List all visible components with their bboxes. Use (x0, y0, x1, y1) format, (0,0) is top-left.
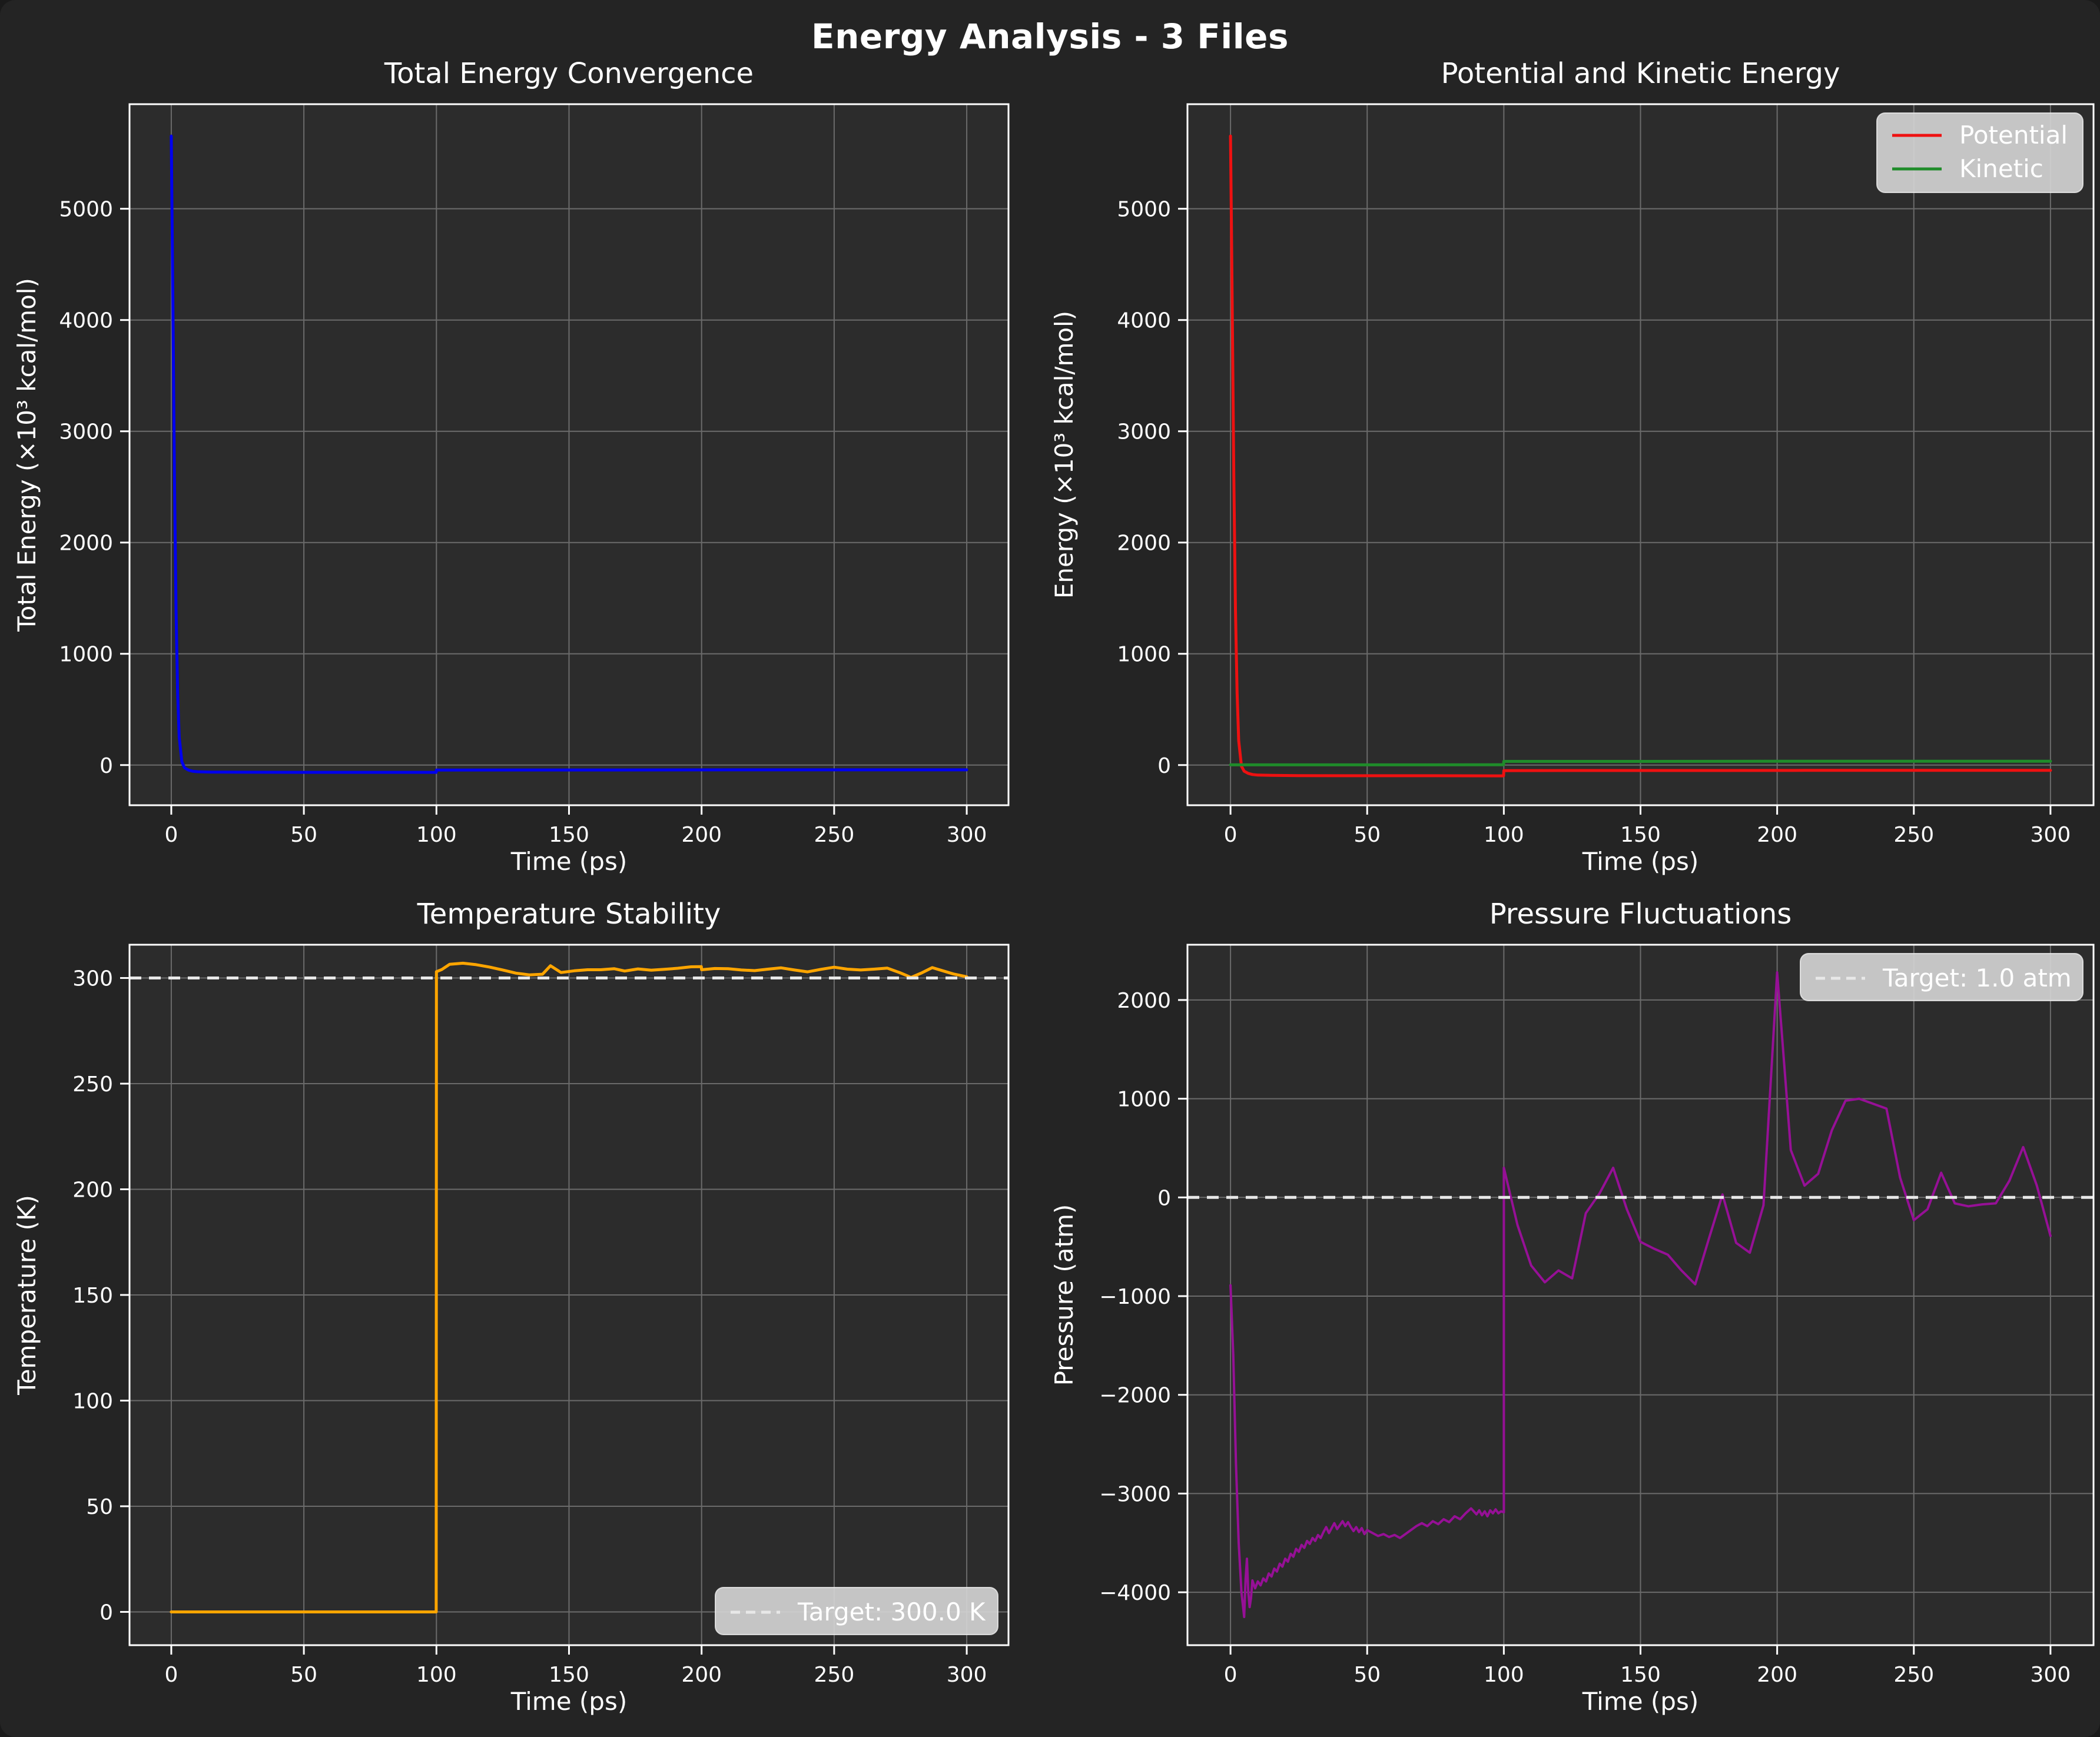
series-temperature (170, 961, 968, 1613)
y-tick-label: 4000 (1117, 309, 1171, 333)
gridlines (1187, 104, 2094, 805)
series-total (170, 134, 968, 774)
panel-total-energy-convergence: 0 50 100 150 200 250 300010002000300040005000T… (12, 57, 1010, 876)
y-axis-label: Energy (×10³ kcal/mol) (1050, 311, 1079, 599)
x-tick-label: 250 (814, 823, 855, 847)
x-tick-label: 250 (1893, 823, 1934, 847)
x-tick-label: 150 (549, 823, 589, 847)
gridlines (130, 104, 1008, 805)
x-tick-label: 200 (1757, 1663, 1797, 1687)
legend-label: Potential (1959, 121, 2068, 150)
y-tick-label: 2000 (1117, 532, 1171, 556)
x-tick-label: 250 (814, 1663, 855, 1687)
x-tick-label: 50 (1353, 1663, 1381, 1687)
series-potential (1229, 134, 2052, 778)
y-tick-label: 150 (72, 1284, 113, 1308)
y-tick-label: 1000 (1117, 643, 1171, 667)
y-tick-label: −2000 (1099, 1384, 1171, 1408)
x-tick-label: 0 (1224, 1663, 1238, 1687)
y-axis-label: Pressure (atm) (1050, 1204, 1079, 1386)
x-axis-label: Time (ps) (510, 1687, 627, 1716)
figure-title: Energy Analysis - 3 Files (811, 16, 1289, 57)
x-tick-label: 100 (416, 823, 457, 847)
x-tick-label: 50 (1353, 823, 1381, 847)
x-tick-label: 150 (549, 1663, 589, 1687)
x-tick-label: 300 (2031, 1663, 2071, 1687)
x-axis-label: Time (ps) (510, 847, 627, 876)
tick-marks (1178, 208, 2052, 815)
legend-label: Target: 1.0 atm (1882, 964, 2072, 992)
panel-potential-kinetic-energy: 0 50 100 150 200 250 300010002000300040005000P… (1050, 57, 2095, 876)
tick-marks (120, 208, 968, 815)
panel-pressure-fluctuations: 0 50 100 150 200 250 300 −4000 −3000 −2000 −1000 0 1… (1050, 898, 2095, 1716)
series-kinetic (1229, 759, 2052, 766)
x-tick-label: 300 (947, 1663, 987, 1687)
legend: Potential Kinetic (1876, 112, 2084, 193)
subplot-title: Pressure Fluctuations (1489, 898, 1792, 931)
x-tick-label: 200 (681, 1663, 722, 1687)
y-tick-label: 0 (1157, 754, 1171, 778)
x-tick-label: 300 (947, 823, 987, 847)
legend: Target: 300.0 K (715, 1587, 998, 1635)
legend-label: Kinetic (1959, 154, 2043, 183)
x-tick-label: 150 (1620, 1663, 1661, 1687)
y-tick-label: 50 (86, 1495, 113, 1519)
y-tick-label: −3000 (1099, 1482, 1171, 1506)
legend: Target: 1.0 atm (1800, 953, 2084, 1001)
legend-box (1876, 112, 2084, 193)
y-tick-label: 2000 (59, 532, 113, 556)
y-tick-label: 0 (99, 1600, 113, 1625)
x-tick-label: 300 (2031, 823, 2071, 847)
x-tick-label: 0 (1224, 823, 1238, 847)
x-tick-label: 150 (1620, 823, 1661, 847)
x-tick-label: 0 (164, 1663, 178, 1687)
x-tick-label: 50 (290, 1663, 317, 1687)
x-tick-label: 200 (1757, 823, 1797, 847)
x-axis-label: Time (ps) (1582, 847, 1698, 876)
y-tick-label: 3000 (1117, 420, 1171, 444)
x-tick-label: 100 (416, 1663, 457, 1687)
y-tick-label: −4000 (1099, 1581, 1171, 1605)
x-tick-label: 250 (1893, 1663, 1934, 1687)
y-axis-label: Total Energy (×10³ kcal/mol) (12, 278, 41, 632)
x-tick-label: 100 (1484, 823, 1524, 847)
x-axis-label: Time (ps) (1582, 1687, 1698, 1716)
y-tick-label: 2000 (1117, 989, 1171, 1013)
subplot-title: Total Energy Convergence (384, 57, 754, 90)
y-tick-label: 0 (99, 754, 113, 778)
legend-box (715, 1587, 998, 1635)
legend-box (1800, 953, 2084, 1001)
tick-marks (120, 977, 968, 1655)
x-tick-label: 100 (1484, 1663, 1524, 1687)
y-tick-label: 250 (72, 1072, 113, 1097)
series-pressure (1229, 971, 2052, 1618)
y-tick-label: −1000 (1099, 1285, 1171, 1309)
y-tick-label: 5000 (59, 198, 113, 222)
y-tick-label: 5000 (1117, 198, 1171, 222)
x-tick-label: 0 (164, 823, 178, 847)
x-tick-label: 50 (290, 823, 317, 847)
y-axis-label: Temperature (K) (12, 1195, 41, 1396)
y-tick-label: 4000 (59, 309, 113, 333)
y-tick-label: 3000 (59, 420, 113, 444)
y-tick-label: 1000 (1117, 1088, 1171, 1112)
tick-marks (1178, 999, 2052, 1655)
y-tick-label: 0 (1157, 1186, 1171, 1210)
y-tick-label: 300 (72, 967, 113, 991)
panel-temperature-stability: 0 50 100 150 200 250 300 0 50 100 150 200 250 300 Temp… (12, 898, 1010, 1716)
y-tick-label: 100 (72, 1389, 113, 1413)
y-tick-label: 200 (72, 1178, 113, 1203)
subplot-title: Potential and Kinetic Energy (1441, 57, 1840, 90)
y-tick-label: 1000 (59, 643, 113, 667)
subplot-title: Temperature Stability (417, 898, 721, 931)
legend-label: Target: 300.0 K (797, 1597, 986, 1626)
x-tick-label: 200 (681, 823, 722, 847)
